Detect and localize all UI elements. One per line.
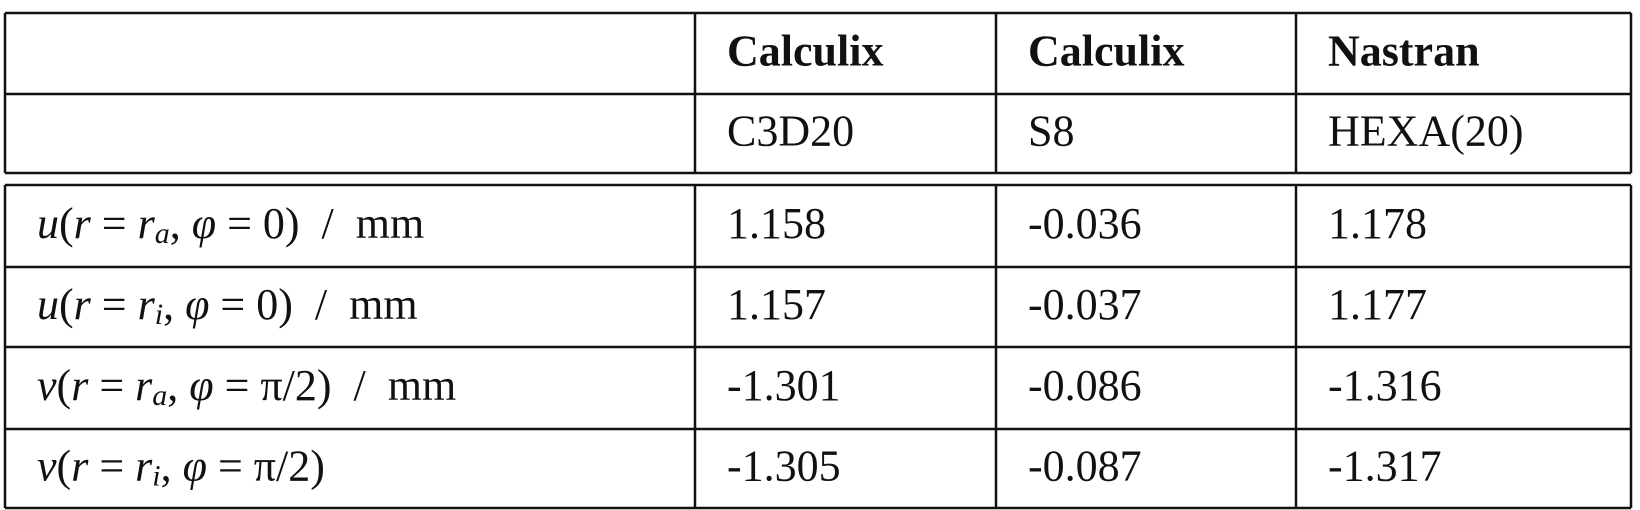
value-cell: 1.158 [727, 199, 826, 248]
label-part: φ [183, 442, 207, 491]
label-part: ( [57, 361, 72, 410]
header-cell: S8 [1028, 107, 1074, 156]
label-part: = [88, 442, 135, 491]
value-cell: 1.177 [1328, 280, 1427, 329]
label-part: r [74, 280, 92, 329]
label-part: = 0) / mm [209, 280, 417, 329]
value-cell: -0.087 [1028, 442, 1142, 491]
header-cell: HEXA(20) [1328, 107, 1524, 156]
row-label: u(r = ri, φ = 0) / mm [37, 280, 418, 331]
value-cell: 1.178 [1328, 199, 1427, 248]
value-cell: -0.037 [1028, 280, 1142, 329]
value-cell: -1.301 [727, 361, 841, 410]
label-part: r [135, 442, 153, 491]
value-cell: -1.317 [1328, 442, 1442, 491]
label-part: = π/2) / mm [214, 361, 457, 410]
label-part: ( [57, 442, 72, 491]
header-cell: Nastran [1328, 27, 1480, 76]
label-part: , [163, 280, 185, 329]
label-part: = [91, 280, 138, 329]
value-cell: -1.305 [727, 442, 841, 491]
label-part: φ [192, 199, 216, 248]
label-part: r [135, 361, 153, 410]
header-cell: Calculix [727, 27, 883, 76]
label-part: u [37, 199, 59, 248]
value-cell: -0.086 [1028, 361, 1142, 410]
label-part: φ [185, 280, 209, 329]
value-cell: -0.036 [1028, 199, 1142, 248]
label-part: = [91, 199, 138, 248]
label-part: , [161, 442, 183, 491]
label-part: a [152, 379, 167, 412]
row-label: v(r = ra, φ = π/2) / mm [37, 361, 456, 412]
label-part: v [37, 361, 57, 410]
row-label: u(r = ra, φ = 0) / mm [37, 199, 424, 250]
label-part: ( [59, 199, 74, 248]
label-part: = [88, 361, 135, 410]
header-cell: C3D20 [727, 107, 854, 156]
label-part: r [71, 442, 89, 491]
label-part: v [37, 442, 57, 491]
label-part: , [167, 361, 189, 410]
label-part: = 0) / mm [216, 199, 424, 248]
label-part: φ [189, 361, 213, 410]
header-cell: Calculix [1028, 27, 1184, 76]
value-cell: 1.157 [727, 280, 826, 329]
label-part: r [74, 199, 92, 248]
label-part: u [37, 280, 59, 329]
label-part: r [138, 280, 156, 329]
label-part: r [71, 361, 89, 410]
label-part: = π/2) [207, 442, 325, 491]
label-part: ( [59, 280, 74, 329]
label-part: i [152, 459, 160, 492]
label-part: , [170, 199, 192, 248]
label-part: a [155, 217, 170, 250]
label-part: i [155, 298, 163, 331]
row-label: v(r = ri, φ = π/2) [37, 442, 325, 493]
value-cell: -1.316 [1328, 361, 1442, 410]
label-part: r [138, 199, 156, 248]
